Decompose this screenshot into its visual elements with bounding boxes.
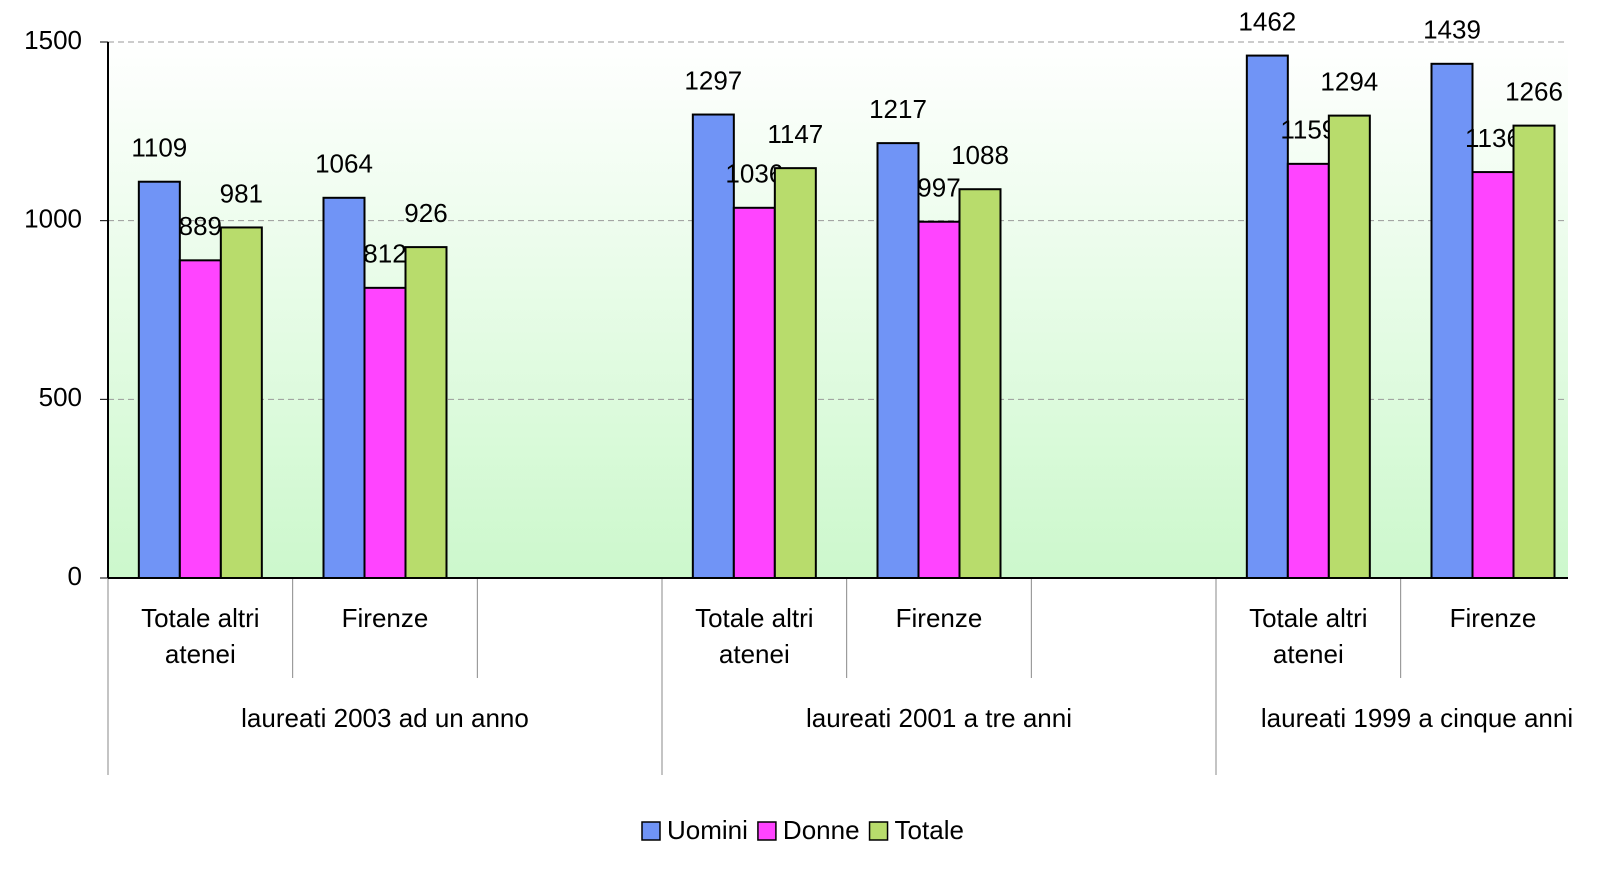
value-label: 997 xyxy=(917,173,960,203)
y-tick-label: 1500 xyxy=(24,25,82,55)
bar xyxy=(691,113,735,579)
x-tick-label: Firenze xyxy=(341,603,429,633)
legend-label: Uomini xyxy=(667,815,748,845)
group-label-box: laureati 2003 ad un anno xyxy=(241,703,529,733)
bar xyxy=(1512,124,1556,579)
bar xyxy=(322,196,366,579)
value-label: 981 xyxy=(220,178,263,208)
value-label: 1088 xyxy=(951,140,1009,170)
bar xyxy=(137,180,181,579)
x-tick-label: Firenze xyxy=(895,603,983,633)
legend-label: Donne xyxy=(783,815,860,845)
value-label: 1036 xyxy=(725,159,783,189)
value-label: 889 xyxy=(179,211,222,241)
bar xyxy=(876,142,920,579)
x-tick-label: Totale altri atenei xyxy=(695,603,814,669)
x-tick-label-box: Firenze xyxy=(895,603,983,633)
group-label: laureati 2003 ad un anno xyxy=(241,703,529,733)
bar xyxy=(1327,114,1371,580)
value-label: 1266 xyxy=(1505,76,1563,106)
x-tick-label: Totale altri atenei xyxy=(141,603,260,669)
value-label: 1109 xyxy=(131,133,187,163)
x-tick-label-box: Totale altri atenei xyxy=(695,603,814,669)
value-label: 1159 xyxy=(1280,115,1336,145)
bar xyxy=(1471,171,1515,579)
legend-swatch xyxy=(641,821,661,841)
bar xyxy=(732,206,776,579)
bar xyxy=(917,220,961,579)
value-label: 1439 xyxy=(1423,15,1481,45)
group-label-box: laureati 1999 a cinque anni xyxy=(1260,703,1574,733)
y-tick-label: 1000 xyxy=(24,204,82,234)
x-tick-label: Firenze xyxy=(1449,603,1537,633)
x-tick-label-box: Totale altri atenei xyxy=(1249,603,1368,669)
value-label: 1297 xyxy=(684,65,742,95)
bar xyxy=(958,188,1002,579)
y-tick-label: 0 xyxy=(68,561,82,591)
bar xyxy=(404,246,448,579)
y-tick-label: 500 xyxy=(39,382,82,412)
value-label: 926 xyxy=(404,198,447,228)
value-label: 1147 xyxy=(767,119,823,149)
value-label: 812 xyxy=(363,239,406,269)
bar xyxy=(1430,62,1474,579)
value-label: 1064 xyxy=(315,149,373,179)
group-label-box: laureati 2001 a tre anni xyxy=(806,703,1072,733)
bar xyxy=(363,286,407,579)
value-label: 1217 xyxy=(869,94,927,124)
x-tick-label-box: Firenze xyxy=(1449,603,1537,633)
x-tick-label-box: Totale altri atenei xyxy=(141,603,260,669)
legend-label: Totale xyxy=(895,815,964,845)
bar xyxy=(178,259,222,579)
legend-swatch xyxy=(757,821,777,841)
value-label: 1294 xyxy=(1320,66,1378,96)
bar xyxy=(1286,162,1330,579)
group-label: laureati 1999 a cinque anni xyxy=(1260,703,1574,733)
value-label: 1136 xyxy=(1465,123,1521,153)
group-label: laureati 2001 a tre anni xyxy=(806,703,1072,733)
bar xyxy=(219,226,263,579)
bar xyxy=(773,167,817,579)
value-label: 1462 xyxy=(1238,6,1296,36)
x-tick-label-box: Firenze xyxy=(341,603,429,633)
x-tick-label: Totale altri atenei xyxy=(1249,603,1368,669)
legend-swatch xyxy=(868,821,889,841)
